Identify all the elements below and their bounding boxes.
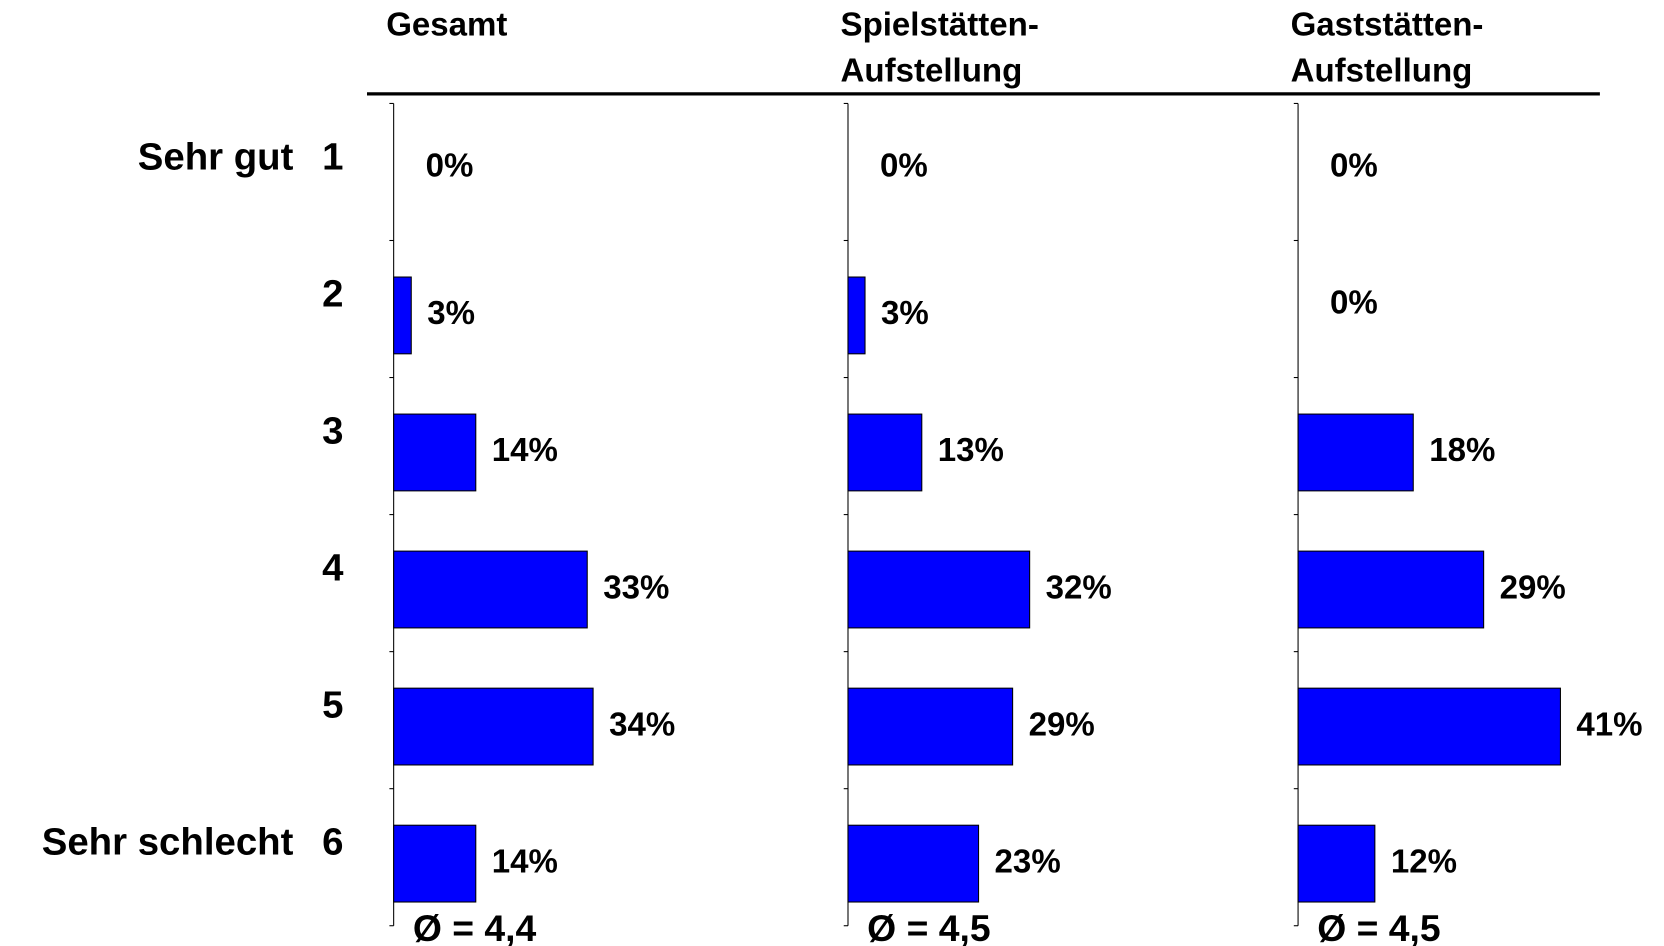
category-label: 4 [322, 546, 344, 589]
bar [393, 687, 594, 766]
bar [847, 276, 866, 355]
value-label: 33% [603, 569, 669, 606]
bar [847, 824, 980, 903]
bar [1297, 687, 1561, 766]
value-label: 0% [880, 147, 928, 184]
panel-title: Gesamt [386, 6, 507, 43]
bar [393, 413, 477, 492]
value-label: 14% [492, 843, 558, 880]
bar [1297, 824, 1376, 903]
annotation: Ø = 4,5 [1317, 907, 1440, 946]
value-label: 13% [938, 432, 1004, 469]
category-label: 1 [322, 135, 343, 178]
category-label: 6 [322, 821, 343, 864]
value-label: 3% [881, 295, 929, 332]
value-label: 0% [1330, 284, 1378, 321]
value-label: 41% [1576, 706, 1642, 743]
value-label: 34% [609, 706, 675, 743]
value-label: 29% [1029, 706, 1095, 743]
value-label: 18% [1429, 432, 1495, 469]
value-label: 23% [995, 843, 1061, 880]
bar [393, 276, 412, 355]
panel-title: Aufstellung [1291, 52, 1473, 89]
annotation: Ø = 4,4 [413, 907, 537, 946]
value-label: 12% [1391, 843, 1457, 880]
value-label: 0% [426, 147, 474, 184]
bar [1297, 550, 1485, 629]
category-label: 2 [322, 272, 343, 315]
value-label: 29% [1500, 569, 1566, 606]
bar [847, 687, 1014, 766]
bar [393, 550, 588, 629]
panel-title: Spielstätten- [841, 6, 1039, 43]
bar [393, 824, 477, 903]
panel-title: Aufstellung [841, 52, 1023, 89]
bar [847, 413, 923, 492]
category-label: 3 [322, 409, 343, 452]
bar [1297, 413, 1414, 492]
bar [847, 550, 1031, 629]
value-label: 3% [427, 295, 475, 332]
annotation: Ø = 4,5 [867, 907, 990, 946]
category-label: 5 [322, 684, 343, 727]
category-description: Sehr gut [138, 135, 294, 178]
value-label: 32% [1046, 569, 1112, 606]
panel-title: Gaststätten- [1291, 6, 1484, 43]
value-label: 14% [492, 432, 558, 469]
value-label: 0% [1330, 147, 1378, 184]
category-description: Sehr schlecht [42, 821, 294, 864]
